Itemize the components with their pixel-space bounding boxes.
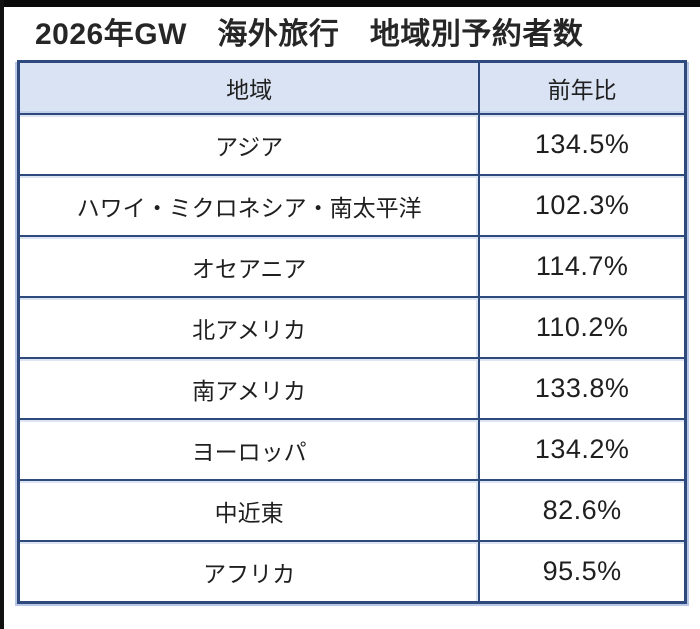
yoy-cell: 133.8% xyxy=(478,357,687,420)
region-cell: ハワイ・ミクロネシア・南太平洋 xyxy=(17,174,481,237)
region-cell: アジア xyxy=(17,113,481,176)
table-row: 南アメリカ 133.8% xyxy=(17,357,687,420)
region-cell: 中近東 xyxy=(17,479,481,542)
table-body: アジア 134.5% ハワイ・ミクロネシア・南太平洋 102.3% オセアニア … xyxy=(17,113,687,604)
table-row: アジア 134.5% xyxy=(17,113,687,176)
region-cell: 南アメリカ xyxy=(17,357,481,420)
header-row: 地域 前年比 xyxy=(17,60,687,115)
yoy-cell: 102.3% xyxy=(478,174,687,237)
table-header: 地域 前年比 xyxy=(17,60,687,115)
region-cell: アフリカ xyxy=(17,540,481,604)
region-cell: ヨーロッパ xyxy=(17,418,481,481)
column-header-yoy: 前年比 xyxy=(478,60,687,115)
region-cell: 北アメリカ xyxy=(17,296,481,359)
bookings-by-region-table: 地域 前年比 アジア 134.5% ハワイ・ミクロネシア・南太平洋 102.3%… xyxy=(17,60,687,604)
yoy-cell: 110.2% xyxy=(478,296,687,359)
yoy-cell: 134.2% xyxy=(478,418,687,481)
table-row: 中近東 82.6% xyxy=(17,479,687,542)
column-header-region: 地域 xyxy=(17,60,481,115)
page-title: 2026年GW 海外旅行 地域別予約者数 xyxy=(35,18,584,51)
frame-left-border xyxy=(0,0,4,629)
table-row: アフリカ 95.5% xyxy=(17,540,687,604)
yoy-cell: 82.6% xyxy=(478,479,687,542)
table-row: 北アメリカ 110.2% xyxy=(17,296,687,359)
table-row: ハワイ・ミクロネシア・南太平洋 102.3% xyxy=(17,174,687,237)
table-row: ヨーロッパ 134.2% xyxy=(17,418,687,481)
frame-top-border xyxy=(0,0,700,7)
table-row: オセアニア 114.7% xyxy=(17,235,687,298)
yoy-cell: 114.7% xyxy=(478,235,687,298)
yoy-cell: 95.5% xyxy=(478,540,687,604)
yoy-cell: 134.5% xyxy=(478,113,687,176)
region-cell: オセアニア xyxy=(17,235,481,298)
